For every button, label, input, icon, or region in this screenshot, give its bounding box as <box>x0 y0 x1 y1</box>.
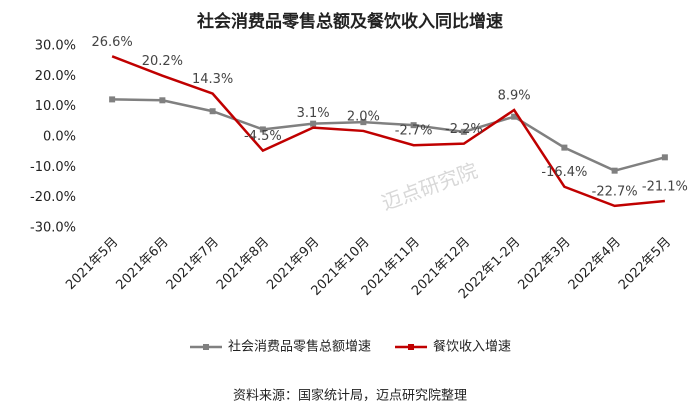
point-marker <box>460 128 467 135</box>
watermark: 迈点研究院 <box>378 158 480 215</box>
series-line <box>111 55 665 208</box>
y-tick-label: 10.0% <box>35 99 76 114</box>
point-marker <box>310 120 317 127</box>
data-label: 3.1% <box>297 106 330 121</box>
data-label: -4.5% <box>244 129 282 144</box>
legend-marker <box>408 344 415 350</box>
y-tick-label: 20.0% <box>35 69 76 84</box>
point-marker <box>410 122 417 129</box>
x-tick-label: 2022年3月 <box>515 235 573 293</box>
legend-label: 社会消费品零售总额增速 <box>228 339 371 355</box>
x-tick-label: 2021年7月 <box>164 235 222 293</box>
data-label: -2.7% <box>395 124 433 139</box>
data-label: 14.3% <box>192 72 233 87</box>
source-note: 资料来源：国家统计局，迈点研究院整理 <box>233 388 467 404</box>
x-tick-label: 2022年4月 <box>566 235 624 293</box>
data-label: 2.0% <box>347 109 380 124</box>
data-label: -22.7% <box>592 184 638 199</box>
point-marker <box>661 154 668 161</box>
point-marker <box>360 119 367 126</box>
data-label: -2.2% <box>445 122 483 137</box>
series-line <box>112 98 666 172</box>
point-marker <box>159 97 166 104</box>
point-marker <box>611 167 618 174</box>
y-tick-label: 0.0% <box>43 130 76 145</box>
x-tick-label: 2021年5月 <box>63 235 121 293</box>
point-marker <box>259 126 266 133</box>
y-tick-label: -30.0% <box>30 221 76 236</box>
y-tick-label: -20.0% <box>30 190 76 205</box>
y-tick-label: -10.0% <box>30 160 76 175</box>
point-marker <box>109 96 116 103</box>
x-tick-label: 2022年5月 <box>616 235 674 293</box>
x-tick-label: 2021年6月 <box>113 235 171 293</box>
data-label: 20.2% <box>142 54 183 69</box>
data-label: -21.1% <box>642 180 688 195</box>
x-tick-label: 2021年8月 <box>214 235 272 293</box>
y-tick-label: 30.0% <box>35 39 76 54</box>
point-marker <box>209 108 216 115</box>
point-marker <box>561 144 568 151</box>
legend-label: 餐饮收入增速 <box>433 339 511 355</box>
chart-title: 社会消费品零售总额及餐饮收入同比增速 <box>196 11 503 32</box>
data-label: -16.4% <box>541 165 587 180</box>
data-label: 26.6% <box>91 35 132 50</box>
data-label: 8.9% <box>498 89 531 104</box>
point-marker <box>511 113 518 120</box>
legend-marker <box>203 344 209 350</box>
